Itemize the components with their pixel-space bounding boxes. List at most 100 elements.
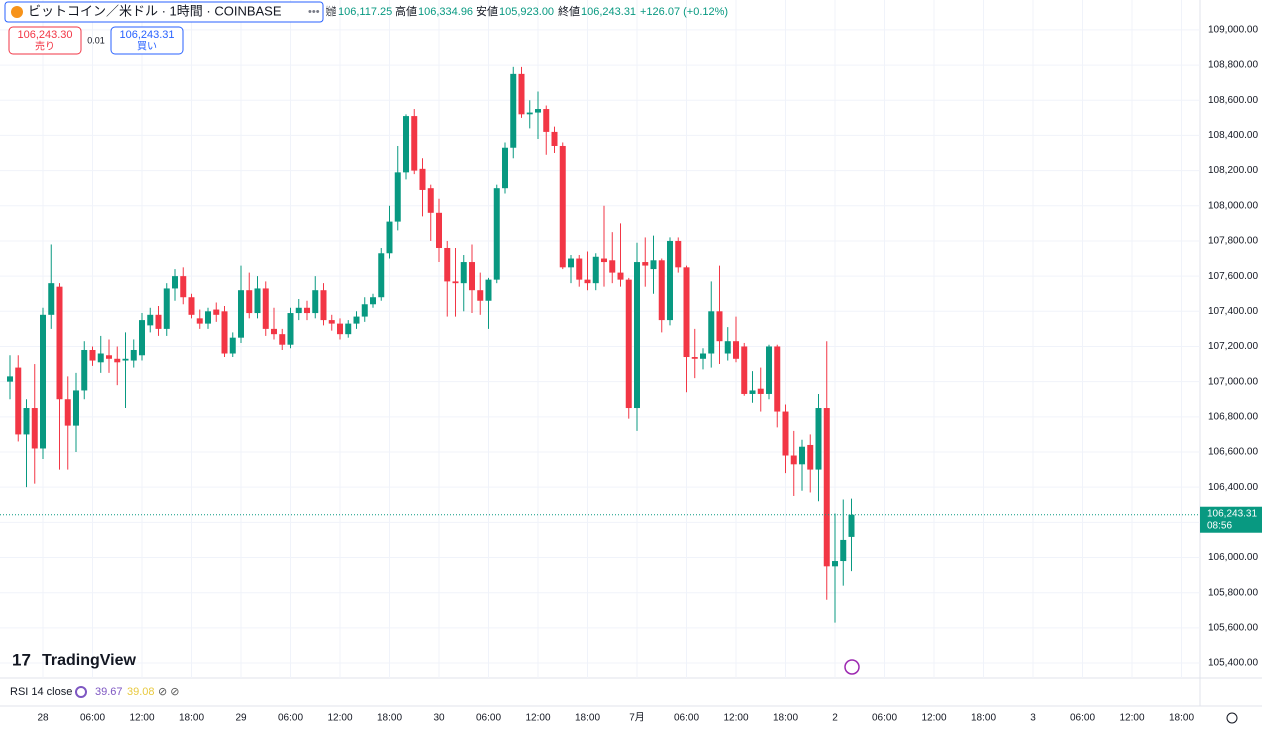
candle-body bbox=[584, 279, 591, 284]
candle-body bbox=[172, 276, 178, 289]
candle-body bbox=[254, 288, 261, 314]
grid bbox=[0, 0, 1200, 678]
candle-body bbox=[106, 355, 112, 359]
candle-body bbox=[287, 313, 294, 345]
candle-body bbox=[757, 388, 764, 394]
x-tick-label: 18:00 bbox=[575, 713, 600, 724]
candle-body bbox=[163, 288, 170, 329]
candle-body bbox=[617, 272, 624, 280]
x-tick-label: 12:00 bbox=[921, 713, 946, 724]
x-tick-label: 18:00 bbox=[971, 713, 996, 724]
candle-body bbox=[221, 311, 228, 354]
settings-icon[interactable] bbox=[1226, 712, 1238, 724]
candle-body bbox=[31, 408, 38, 449]
candle-body bbox=[625, 279, 632, 409]
candle-body bbox=[246, 290, 253, 314]
candle-body bbox=[799, 446, 805, 465]
candle-body bbox=[510, 73, 517, 148]
candle-body bbox=[262, 288, 269, 329]
candle-body bbox=[733, 341, 739, 359]
candle-body bbox=[205, 311, 211, 324]
buy-price: 106,243.31 bbox=[119, 29, 174, 41]
candle-body bbox=[551, 131, 558, 146]
candle-body bbox=[361, 304, 368, 317]
candle-body bbox=[7, 376, 13, 382]
candle-body bbox=[81, 349, 88, 391]
candle-body bbox=[213, 309, 220, 315]
buy-button[interactable] bbox=[110, 26, 184, 55]
y-tick-label: 105,400.00 bbox=[1208, 658, 1258, 669]
indicator-options[interactable]: ⊘ ⊘ bbox=[158, 686, 180, 698]
candle-body bbox=[708, 311, 715, 354]
candle-body bbox=[485, 279, 492, 301]
candle-body bbox=[790, 455, 797, 465]
symbol-box[interactable] bbox=[4, 1, 324, 23]
sell-label: 売り bbox=[35, 40, 55, 53]
y-tick-label: 108,800.00 bbox=[1208, 60, 1258, 71]
low-label: 安値 bbox=[476, 4, 498, 18]
candle-body bbox=[419, 168, 426, 190]
candle-body bbox=[452, 281, 459, 284]
x-tick-label: 18:00 bbox=[1169, 713, 1194, 724]
indicator-name: RSI 14 close bbox=[10, 686, 72, 698]
candle-body bbox=[774, 346, 781, 412]
candle-body bbox=[667, 240, 673, 321]
last-price-label: 106,243.31 bbox=[1207, 508, 1257, 519]
candle-body bbox=[807, 444, 814, 470]
candle-body bbox=[601, 258, 607, 263]
candle-body bbox=[716, 311, 723, 342]
y-tick-label: 106,800.00 bbox=[1208, 411, 1258, 422]
candle-body bbox=[295, 307, 302, 314]
btc-icon bbox=[11, 6, 23, 18]
candle-body bbox=[345, 323, 352, 335]
candle-body bbox=[48, 283, 55, 315]
candle-body bbox=[320, 290, 327, 321]
y-tick-label: 107,600.00 bbox=[1208, 271, 1258, 282]
open-value: 106,117.25 bbox=[338, 6, 392, 18]
last-price-tag bbox=[1200, 506, 1262, 533]
x-tick-label: 06:00 bbox=[872, 713, 897, 724]
countdown: 08:56 bbox=[1207, 520, 1232, 531]
candle-body bbox=[741, 346, 748, 394]
candle-body bbox=[642, 262, 649, 266]
candle-body bbox=[592, 256, 599, 284]
candle-body bbox=[139, 320, 145, 356]
event-icon[interactable] bbox=[844, 659, 860, 675]
candle-body bbox=[279, 334, 286, 345]
sell-price: 106,243.30 bbox=[17, 29, 72, 41]
x-tick-label: 12:00 bbox=[327, 713, 352, 724]
candle-body bbox=[337, 323, 343, 335]
high-label: 高値 bbox=[395, 4, 417, 18]
more[interactable]: ••• bbox=[308, 6, 320, 18]
y-tick-label: 105,800.00 bbox=[1208, 587, 1258, 598]
candles bbox=[7, 66, 855, 623]
x-tick-label: 3 bbox=[1030, 713, 1036, 724]
candle-body bbox=[568, 258, 574, 268]
candle-body bbox=[180, 276, 187, 298]
candle-body bbox=[766, 346, 772, 394]
candle-body bbox=[444, 247, 451, 282]
x-tick-label: 30 bbox=[433, 713, 445, 724]
y-tick-label: 106,400.00 bbox=[1208, 482, 1258, 493]
close-label: 終値 bbox=[558, 4, 580, 18]
candle-body bbox=[535, 109, 541, 113]
sell-button[interactable] bbox=[8, 26, 82, 55]
candle-body bbox=[815, 408, 822, 470]
x-tick-label: 06:00 bbox=[476, 713, 501, 724]
high-value: 106,334.96 bbox=[418, 6, 473, 18]
rsi-value: 39.67 bbox=[95, 686, 123, 698]
candle-body bbox=[114, 358, 121, 363]
candle-body bbox=[493, 188, 500, 280]
candle-body bbox=[724, 341, 731, 354]
candle-body bbox=[196, 318, 203, 324]
candle-body bbox=[370, 297, 376, 305]
x-tick-label: 18:00 bbox=[773, 713, 798, 724]
candle-body bbox=[469, 262, 475, 291]
open-label: 始値 bbox=[326, 4, 336, 18]
candle-body bbox=[394, 172, 401, 222]
indicator-icon bbox=[75, 686, 87, 698]
y-tick-label: 106,600.00 bbox=[1208, 447, 1258, 458]
candle-body bbox=[477, 290, 484, 301]
candle-body bbox=[386, 221, 393, 254]
